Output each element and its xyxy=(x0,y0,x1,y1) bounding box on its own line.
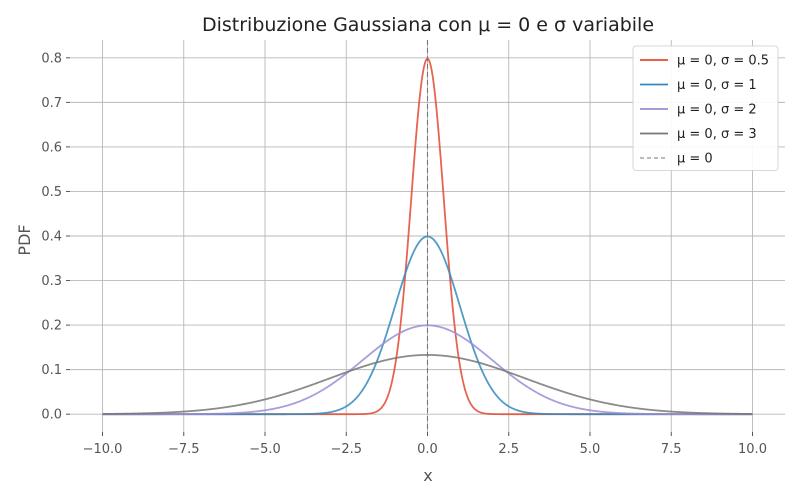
x-axis-label: x xyxy=(423,466,432,485)
legend-box xyxy=(632,45,779,171)
legend-label: μ = 0, σ = 0.5 xyxy=(677,54,769,69)
x-tick-label: −10.0 xyxy=(83,442,123,457)
y-tick-label: 0.5 xyxy=(41,185,62,200)
x-tick-label: 0.0 xyxy=(417,442,438,457)
y-tick-label: 0.1 xyxy=(41,363,62,378)
y-axis-label: PDF xyxy=(15,224,34,255)
x-tick-label: 2.5 xyxy=(498,442,519,457)
x-tick-label: −2.5 xyxy=(330,442,362,457)
x-tick-label: −5.0 xyxy=(249,442,281,457)
series-line xyxy=(102,324,753,416)
legend-label: μ = 0, σ = 1 xyxy=(677,78,757,93)
y-tick-label: 0.8 xyxy=(41,51,62,66)
x-tick-label: 5.0 xyxy=(580,442,601,457)
y-tick-label: 0.6 xyxy=(41,140,62,155)
chart-title: Distribuzione Gaussiana con μ = 0 e σ va… xyxy=(202,14,654,36)
legend: μ = 0, σ = 0.5 μ = 0, σ = 1 μ = 0, σ = 2 μ … xyxy=(632,45,779,171)
legend-label: μ = 0, σ = 2 xyxy=(677,103,757,118)
y-tick-label: 0.4 xyxy=(41,230,62,245)
legend-label: μ = 0, σ = 3 xyxy=(677,127,757,142)
y-tick-label: 0.0 xyxy=(41,408,62,423)
y-tick-label: 0.3 xyxy=(41,274,62,289)
x-tick-label: 7.5 xyxy=(661,442,682,457)
axes: −10.0 −7.5 −5.0 −2.5 0.0 2.5 5.0 7.5 10.0 0.0 0.1 0… xyxy=(41,51,767,457)
y-tick-label: 0.2 xyxy=(41,319,62,334)
x-tick-label: 10.0 xyxy=(738,442,767,457)
y-tick-label: 0.7 xyxy=(41,96,62,111)
x-tick-label: −7.5 xyxy=(168,442,200,457)
legend-label: μ = 0 xyxy=(677,152,713,167)
